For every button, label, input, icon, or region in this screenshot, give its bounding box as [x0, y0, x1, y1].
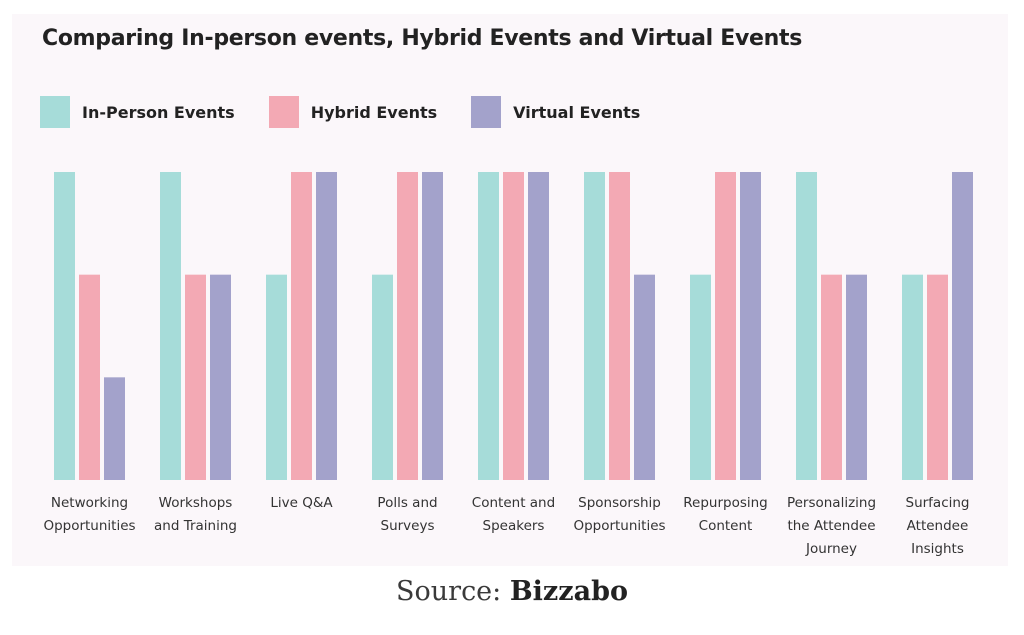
chart-title: Comparing In-person events, Hybrid Event…: [42, 26, 802, 51]
bar-hybrid-events-live-q-a: [291, 172, 312, 480]
bar-virtual-events-repurposing-content: [740, 172, 761, 480]
bar-virtual-events-networking-opportunities: [104, 377, 125, 480]
x-tick-label-repurposing-content: Repurposing Content: [683, 495, 768, 534]
legend-swatch-hybrid: [268, 96, 299, 128]
bar-virtual-events-sponsorship-opportunities: [634, 274, 655, 480]
bar-in-person-events-surfacing-attendee-insights: [902, 274, 923, 480]
bar-hybrid-events-repurposing-content: [715, 172, 736, 480]
bar-virtual-events-surfacing-attendee-insights: [952, 172, 973, 480]
bar-in-person-events-networking-opportunities: [54, 172, 75, 480]
bar-hybrid-events-networking-opportunities: [79, 274, 100, 480]
bar-chart: Networking Opportunities Workshops and Trai…: [43, 172, 973, 557]
x-tick-label-surfacing-attendee-insights: Surfacing Attendee Insights: [906, 495, 970, 557]
bar-hybrid-events-surfacing-attendee-insights: [927, 274, 948, 480]
bar-in-person-events-sponsorship-opportunities: [584, 172, 605, 480]
bar-in-person-events-content-and-speakers: [478, 172, 499, 480]
bar-virtual-events-personalizing-the-attendee-journey: [846, 274, 867, 480]
legend-swatch-in-person: [40, 96, 70, 128]
bar-virtual-events-workshops-and-training: [210, 274, 231, 480]
x-tick-label-live-q-a: Live Q&A: [270, 495, 333, 511]
bar-hybrid-events-workshops-and-training: [185, 274, 206, 480]
bar-virtual-events-polls-and-surveys: [422, 172, 443, 480]
x-tick-label-networking-opportunities: Networking Opportunities: [43, 495, 135, 534]
legend-label-in-person: In-Person Events: [82, 102, 235, 122]
bar-hybrid-events-sponsorship-opportunities: [609, 172, 630, 480]
legend-item-virtual: Virtual Events: [471, 96, 640, 128]
source-caption: Source: Bizzabo: [0, 576, 1024, 607]
source-name: Bizzabo: [509, 576, 628, 607]
bar-in-person-events-personalizing-the-attendee-journey: [796, 172, 817, 480]
bar-in-person-events-live-q-a: [266, 274, 287, 480]
legend-label-virtual: Virtual Events: [513, 102, 641, 122]
x-tick-label-workshops-and-training: Workshops and Training: [154, 495, 237, 534]
source-prefix: Source:: [396, 576, 510, 607]
x-tick-label-polls-and-surveys: Polls and Surveys: [377, 495, 437, 534]
chart-legend: In-Person Events Hybrid Events Virtual E…: [40, 96, 674, 128]
bar-in-person-events-repurposing-content: [690, 274, 711, 480]
bar-virtual-events-live-q-a: [316, 172, 337, 480]
x-tick-label-sponsorship-opportunities: Sponsorship Opportunities: [573, 495, 665, 534]
legend-item-in-person: In-Person Events: [40, 96, 235, 128]
bar-virtual-events-content-and-speakers: [528, 172, 549, 480]
legend-label-hybrid: Hybrid Events: [310, 102, 438, 122]
bar-hybrid-events-polls-and-surveys: [397, 172, 418, 480]
bar-hybrid-events-content-and-speakers: [503, 172, 524, 480]
legend-item-hybrid: Hybrid Events: [268, 96, 438, 128]
x-tick-label-content-and-speakers: Content and Speakers: [472, 495, 555, 534]
bar-hybrid-events-personalizing-the-attendee-journey: [821, 274, 842, 480]
x-tick-label-personalizing-the-attendee-journey: Personalizing the Attendee Journey: [787, 495, 876, 557]
bar-in-person-events-polls-and-surveys: [372, 274, 393, 480]
bar-in-person-events-workshops-and-training: [160, 172, 181, 480]
legend-swatch-virtual: [471, 96, 502, 128]
